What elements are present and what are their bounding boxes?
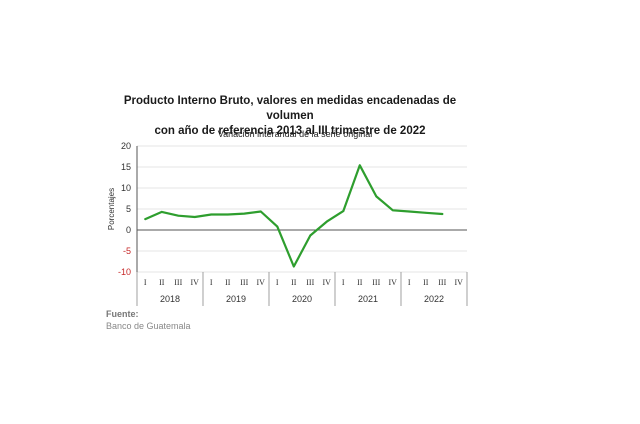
x-tick-label: IV bbox=[191, 278, 200, 287]
x-tick-label: IV bbox=[257, 278, 266, 287]
chart-subtitle: Variación interanual de la serie origina… bbox=[217, 129, 373, 139]
x-tick-label: IV bbox=[389, 278, 398, 287]
data-point bbox=[391, 209, 394, 212]
data-point bbox=[226, 213, 229, 216]
y-tick-label: 5 bbox=[126, 204, 131, 214]
source-label: Fuente: bbox=[106, 309, 139, 319]
x-tick-label: I bbox=[342, 278, 345, 287]
data-point bbox=[193, 216, 196, 218]
year-label: 2019 bbox=[226, 294, 246, 304]
data-point bbox=[408, 210, 411, 213]
data-point bbox=[309, 234, 312, 237]
x-tick-label: IV bbox=[455, 278, 464, 287]
x-tick-label: II bbox=[225, 278, 231, 287]
x-tick-label: II bbox=[291, 278, 297, 287]
y-tick-label: 20 bbox=[121, 141, 131, 151]
chart-title-line-1: Producto Interno Bruto, valores en medid… bbox=[123, 95, 457, 122]
data-point bbox=[144, 218, 147, 220]
x-tick-label: IV bbox=[323, 278, 332, 287]
year-label: 2020 bbox=[292, 294, 312, 304]
y-tick-label: 10 bbox=[121, 183, 131, 193]
data-point bbox=[292, 265, 295, 268]
data-point bbox=[358, 164, 361, 167]
chart-title-line-2: con año de referencia 2013 al III trimes… bbox=[154, 125, 426, 137]
x-tick-label: I bbox=[276, 278, 279, 287]
y-tick-label: 0 bbox=[126, 225, 131, 235]
year-label: 2022 bbox=[424, 294, 444, 304]
y-tick-label: -5 bbox=[123, 246, 131, 256]
x-tick-label: I bbox=[210, 278, 213, 287]
x-axis: I II III IV I II III IV I II III IV I II III IV I II III IV… bbox=[136, 272, 468, 306]
x-tick-label: I bbox=[408, 278, 411, 287]
x-tick-label: II bbox=[159, 278, 165, 287]
x-tick-label: III bbox=[240, 278, 248, 287]
data-point bbox=[160, 211, 163, 213]
gridlines bbox=[136, 145, 467, 273]
chart-title: Producto Interno Bruto, valores en medid… bbox=[100, 94, 480, 139]
x-tick-label: III bbox=[306, 278, 314, 287]
y-tick-label: 15 bbox=[121, 162, 131, 172]
data-point bbox=[441, 213, 444, 215]
data-point bbox=[243, 212, 246, 215]
x-tick-label: III bbox=[372, 278, 380, 287]
data-series bbox=[144, 164, 444, 268]
y-tick-label: -10 bbox=[118, 267, 131, 277]
x-tick-label: II bbox=[423, 278, 429, 287]
year-label: 2018 bbox=[160, 294, 180, 304]
y-axis-ticks: 20 15 10 5 0 -5 -10 bbox=[118, 141, 131, 277]
data-point bbox=[210, 213, 213, 216]
x-tick-label: III bbox=[438, 278, 446, 287]
year-label: 2021 bbox=[358, 294, 378, 304]
source-value: Banco de Guatemala bbox=[106, 321, 191, 331]
data-point bbox=[259, 210, 262, 213]
data-point bbox=[177, 214, 180, 217]
x-tick-label: II bbox=[357, 278, 363, 287]
data-point bbox=[424, 211, 427, 214]
data-point bbox=[325, 220, 328, 223]
x-tick-label: III bbox=[174, 278, 182, 287]
data-point bbox=[375, 195, 378, 198]
data-point bbox=[342, 210, 345, 213]
x-tick-label: I bbox=[144, 278, 147, 287]
y-axis-label: Porcentajes bbox=[107, 188, 116, 230]
data-point bbox=[276, 225, 279, 228]
